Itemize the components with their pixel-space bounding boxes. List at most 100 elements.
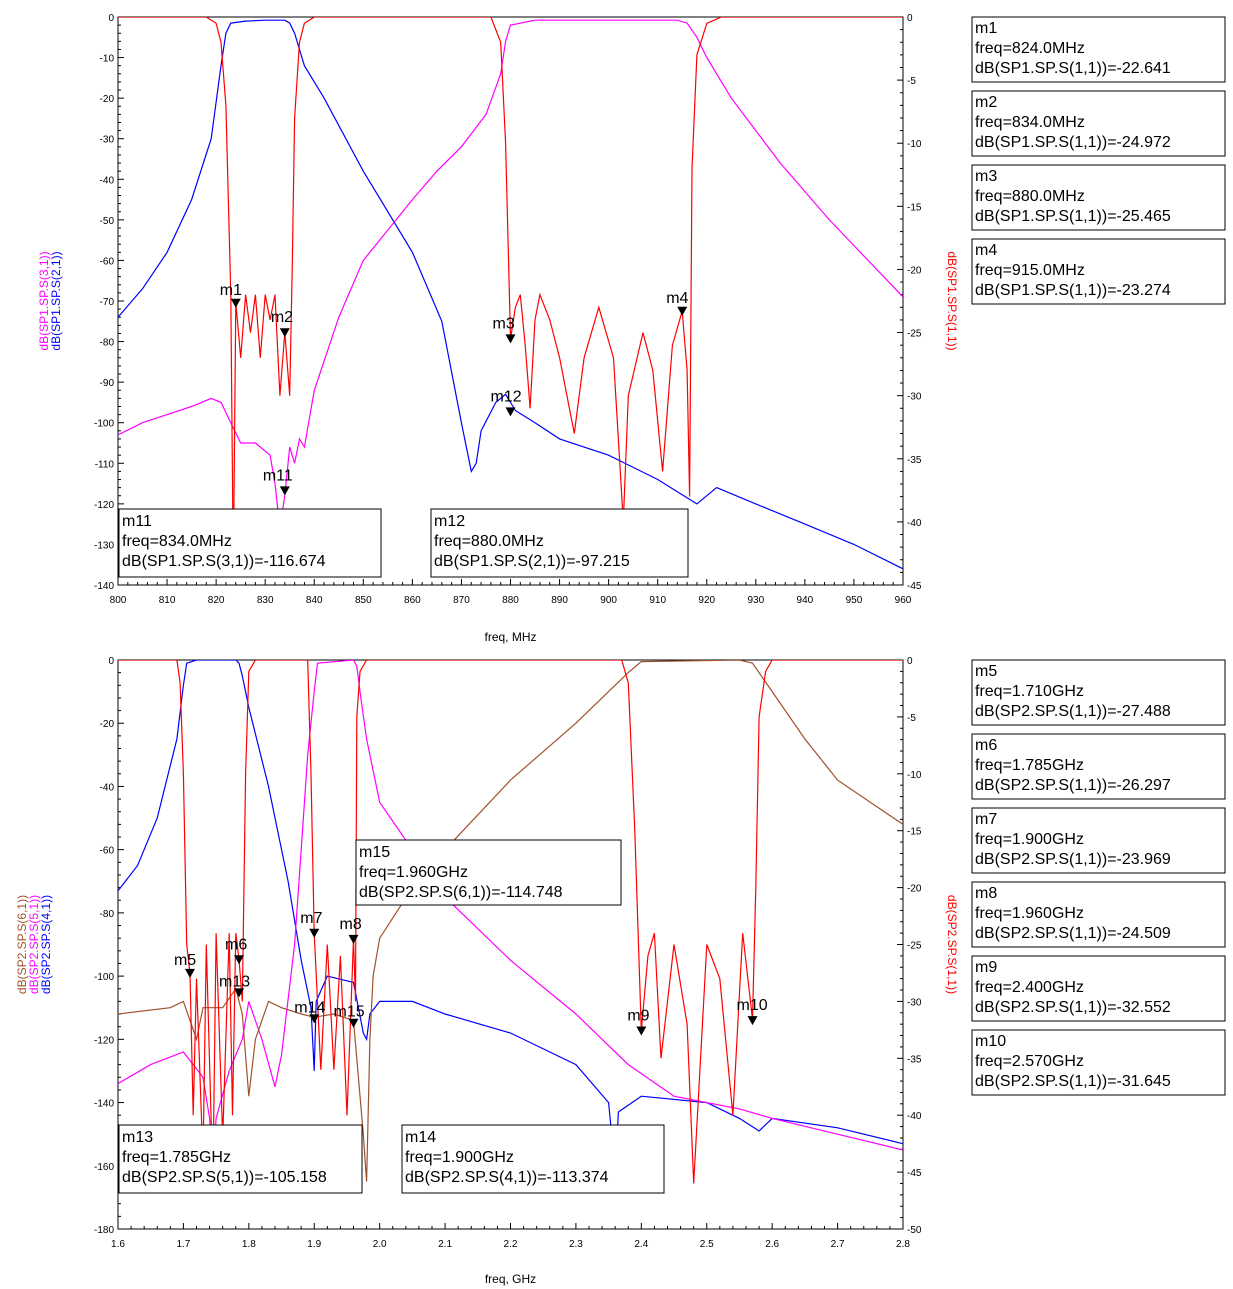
x-tick-label: 820 bbox=[208, 595, 225, 606]
x-tick-label: 950 bbox=[846, 595, 863, 606]
marker-label-m9: m9 bbox=[627, 1007, 649, 1024]
y-right-tick-label: -20 bbox=[907, 265, 922, 276]
annotation-line: freq=1.785GHz bbox=[122, 1149, 231, 1166]
annotation-line: freq=824.0MHz bbox=[975, 40, 1085, 57]
annotation-line: dB(SP1.SP.S(2,1))=-97.215 bbox=[434, 553, 630, 570]
x-tick-label: 890 bbox=[551, 595, 568, 606]
annotation-line: dB(SP1.SP.S(1,1))=-23.274 bbox=[975, 282, 1171, 299]
annotation-line: dB(SP2.SP.S(5,1))=-105.158 bbox=[122, 1169, 327, 1186]
marker-m14[interactable] bbox=[309, 1014, 320, 1024]
annotation-line: m3 bbox=[975, 168, 997, 185]
marker-m11[interactable] bbox=[279, 486, 290, 496]
annotation-line: freq=1.960GHz bbox=[359, 864, 468, 881]
x-tick-label: 2.0 bbox=[373, 1239, 387, 1250]
marker-label-m4: m4 bbox=[666, 290, 688, 307]
series-line-1 bbox=[118, 19, 903, 570]
marker-m12[interactable] bbox=[505, 407, 516, 417]
annotation-line: m10 bbox=[975, 1033, 1006, 1050]
marker-m4[interactable] bbox=[677, 306, 688, 316]
x-tick-label: 2.6 bbox=[765, 1239, 779, 1250]
x-tick-label: 2.4 bbox=[634, 1239, 648, 1250]
annotation-line: m5 bbox=[975, 663, 997, 680]
annotation-line: freq=915.0MHz bbox=[975, 262, 1085, 279]
annotation-line: dB(SP1.SP.S(1,1))=-24.972 bbox=[975, 134, 1171, 151]
annotation-line: m4 bbox=[975, 242, 997, 259]
y-left-tick-label: -180 bbox=[94, 1225, 114, 1236]
y-right-tick-label: -15 bbox=[907, 827, 922, 838]
y-left-tick-label: -20 bbox=[100, 719, 115, 730]
plot-area bbox=[117, 16, 904, 586]
annotation-line: dB(SP2.SP.S(1,1))=-31.645 bbox=[975, 1073, 1171, 1090]
marker-m5[interactable] bbox=[184, 968, 195, 978]
y-right-tick-label: 0 bbox=[907, 656, 913, 667]
y-left-tick-label: -80 bbox=[100, 338, 115, 349]
y-left-axis-title: dB(SP2.SP.S(5,1)) bbox=[27, 895, 41, 994]
marker-m9[interactable] bbox=[636, 1026, 647, 1036]
y-right-tick-label: -45 bbox=[907, 581, 922, 592]
side-annotation: m9 freq=2.400GHz dB(SP2.SP.S(1,1))=-32.552 bbox=[971, 955, 1226, 1022]
y-left-tick-label: 0 bbox=[108, 13, 114, 24]
y-right-tick-label: -35 bbox=[907, 1054, 922, 1065]
annotation-box bbox=[401, 1124, 665, 1194]
side-annotation: m6 freq=1.785GHz dB(SP2.SP.S(1,1))=-26.297 bbox=[971, 733, 1226, 800]
annotation-line: dB(SP2.SP.S(1,1))=-26.297 bbox=[975, 777, 1171, 794]
annotation-line: dB(SP2.SP.S(1,1))=-32.552 bbox=[975, 999, 1171, 1016]
marker-label-m11: m11 bbox=[263, 467, 293, 484]
x-tick-label: 800 bbox=[110, 595, 127, 606]
y-left-axis-title: dB(SP1.SP.S(3,1)) bbox=[37, 251, 51, 350]
y-left-tick-label: -70 bbox=[100, 297, 115, 308]
y-right-tick-label: -10 bbox=[907, 139, 922, 150]
x-tick-label: 840 bbox=[306, 595, 323, 606]
marker-label-m13: m13 bbox=[219, 973, 250, 990]
marker-m10[interactable] bbox=[747, 1016, 758, 1026]
x-tick-label: 880 bbox=[502, 595, 519, 606]
x-tick-label: 2.3 bbox=[569, 1239, 583, 1250]
marker-label-m3: m3 bbox=[493, 315, 515, 332]
series-group bbox=[118, 660, 903, 1184]
annotation-line: m9 bbox=[975, 959, 997, 976]
annotation-box bbox=[971, 955, 1226, 1022]
x-tick-label: 930 bbox=[747, 595, 764, 606]
y-right-tick-label: -5 bbox=[907, 76, 916, 87]
series-line-2 bbox=[118, 19, 903, 529]
y-right-tick-label: -15 bbox=[907, 202, 922, 213]
annotation-line: freq=880.0MHz bbox=[975, 188, 1085, 205]
y-left-tick-label: -60 bbox=[100, 846, 115, 857]
x-axis-title: freq, MHz bbox=[484, 630, 536, 644]
marker-m1[interactable] bbox=[230, 298, 241, 308]
y-left-tick-label: 0 bbox=[108, 656, 114, 667]
marker-m6[interactable] bbox=[234, 955, 245, 965]
upper-band-chart: 800 810 820 830 840 850 860 870 880 890 900 910 920 9… bbox=[37, 13, 1226, 644]
y-left-axis-title: dB(SP1.SP.S(2,1)) bbox=[49, 251, 63, 350]
x-tick-label: 860 bbox=[404, 595, 421, 606]
inner-annotation: m15 freq=1.960GHz dB(SP2.SP.S(6,1))=-114.7… bbox=[355, 839, 622, 906]
annotation-box bbox=[971, 659, 1226, 726]
marker-label-m10: m10 bbox=[737, 997, 768, 1014]
y-right-tick-label: -40 bbox=[907, 1111, 922, 1122]
y-left-tick-label: -100 bbox=[94, 972, 114, 983]
annotation-line: m2 bbox=[975, 94, 997, 111]
x-tick-label: 870 bbox=[453, 595, 470, 606]
y-right-tick-label: -30 bbox=[907, 392, 922, 403]
x-tick-label: 1.8 bbox=[242, 1239, 256, 1250]
marker-label-m15: m15 bbox=[334, 1004, 365, 1021]
y-left-tick-label: -60 bbox=[100, 256, 115, 267]
x-tick-label: 2.8 bbox=[896, 1239, 910, 1250]
annotation-line: freq=1.785GHz bbox=[975, 757, 1084, 774]
marker-m2[interactable] bbox=[279, 328, 290, 338]
annotation-line: m8 bbox=[975, 885, 997, 902]
marker-m13[interactable] bbox=[234, 988, 245, 998]
annotation-box bbox=[971, 733, 1226, 800]
marker-m15[interactable] bbox=[348, 1018, 359, 1028]
marker-label-m7: m7 bbox=[300, 910, 322, 927]
marker-m3[interactable] bbox=[505, 334, 516, 344]
y-right-tick-label: -25 bbox=[907, 329, 922, 340]
marker-m8[interactable] bbox=[348, 934, 359, 944]
x-tick-label: 2.2 bbox=[504, 1239, 518, 1250]
marker-m7[interactable] bbox=[309, 928, 320, 938]
y-right-tick-label: -35 bbox=[907, 455, 922, 466]
x-tick-label: 830 bbox=[257, 595, 274, 606]
x-tick-label: 910 bbox=[649, 595, 666, 606]
side-annotation: m8 freq=1.960GHz dB(SP2.SP.S(1,1))=-24.509 bbox=[971, 881, 1226, 948]
